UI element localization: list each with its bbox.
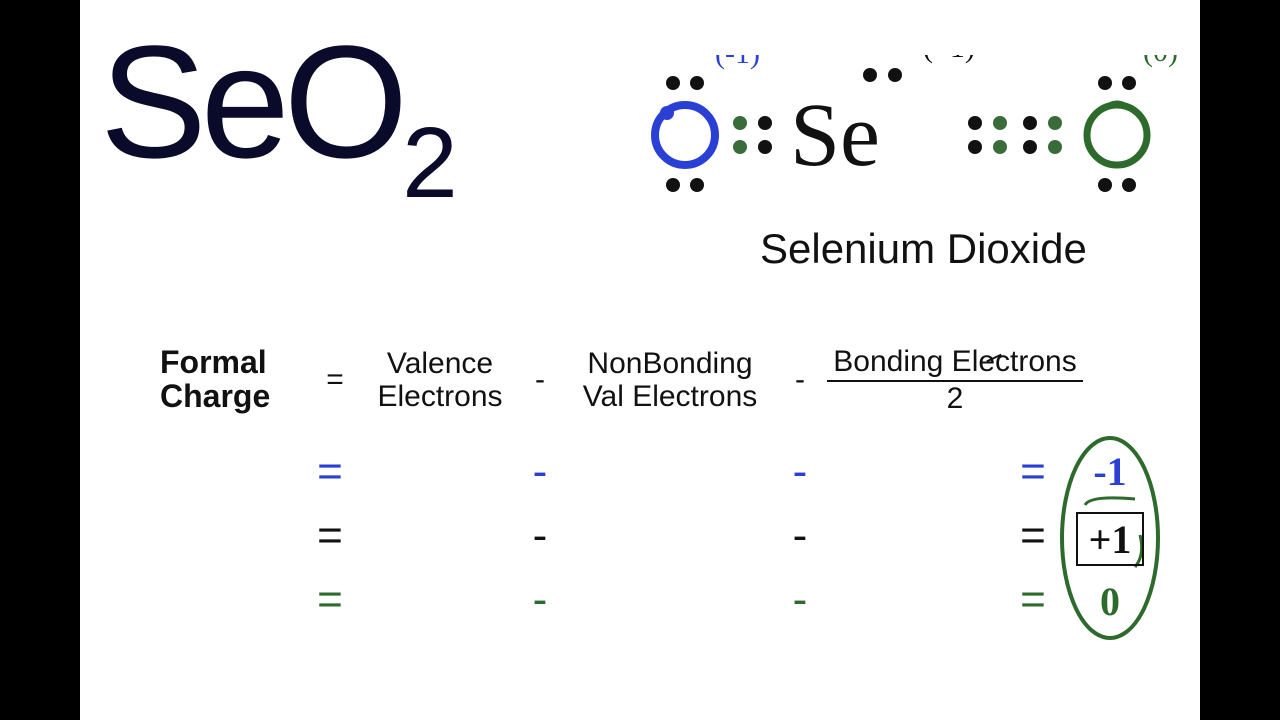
chemistry-slide: SeO2 (-1) (+1) (0) Se — [80, 0, 1200, 720]
valence-cell: 6 — [350, 511, 525, 561]
lewis-svg: (-1) (+1) (0) Se — [635, 55, 1195, 225]
formal-charge-equation: Formal Charge = Valence Electrons - NonB… — [160, 345, 1140, 415]
atom-o-left — [655, 105, 715, 165]
nonbonding-cell: 6 — [555, 447, 785, 497]
valence-cell: 6 — [350, 575, 525, 625]
atom-o-right — [1087, 104, 1147, 166]
formula-main: SeO — [100, 12, 402, 191]
result-1: +1 — [1089, 517, 1132, 562]
atom-se: Se — [790, 86, 880, 185]
result-2: 0 — [1100, 579, 1120, 624]
eq-minus2: - — [785, 363, 815, 397]
calculation-table: O = 6 - 6 - 2/2 = S = 6 - 2 - 6/2 = O = … — [160, 440, 1140, 632]
results-circled: -1 +1 0 — [1055, 435, 1170, 645]
molecular-formula: SeO2 — [100, 10, 452, 194]
calc-row-s: S = 6 - 2 - 6/2 = — [160, 504, 1140, 568]
bonding-cell: 4/2 — [815, 575, 1013, 625]
atom-cell: O — [160, 575, 310, 625]
nonbonding-cell: 4 — [555, 575, 785, 625]
valence-cell: 6 — [350, 447, 525, 497]
bonding-cell: 6/2 — [815, 511, 1013, 561]
compound-name: Selenium Dioxide — [760, 225, 1087, 273]
lewis-structure: (-1) (+1) (0) Se — [635, 55, 1195, 215]
calc-row-o2: O = 6 - 4 - 4/2 = — [160, 568, 1140, 632]
charge-left: (-1) — [715, 55, 760, 70]
eq-nonbonding: NonBonding Val Electrons — [555, 347, 785, 413]
charge-right: (0) — [1143, 55, 1178, 68]
nonbonding-cell: 2 — [555, 511, 785, 561]
eq-bonding: Bonding Electrons 2 — [815, 345, 1095, 415]
eq-equals: = — [315, 363, 355, 397]
formula-subscript: 2 — [402, 107, 452, 219]
atom-cell: S — [160, 511, 310, 561]
eq-lhs: Formal Charge — [160, 346, 315, 413]
atom-cell: O — [160, 447, 310, 497]
charge-center: (+1) — [923, 55, 975, 64]
bonding-cell: 2/2 — [815, 447, 1013, 497]
eq-valence: Valence Electrons — [355, 347, 525, 413]
result-0: -1 — [1093, 449, 1126, 494]
calc-row-o1: O = 6 - 6 - 2/2 = — [160, 440, 1140, 504]
eq-minus1: - — [525, 363, 555, 397]
